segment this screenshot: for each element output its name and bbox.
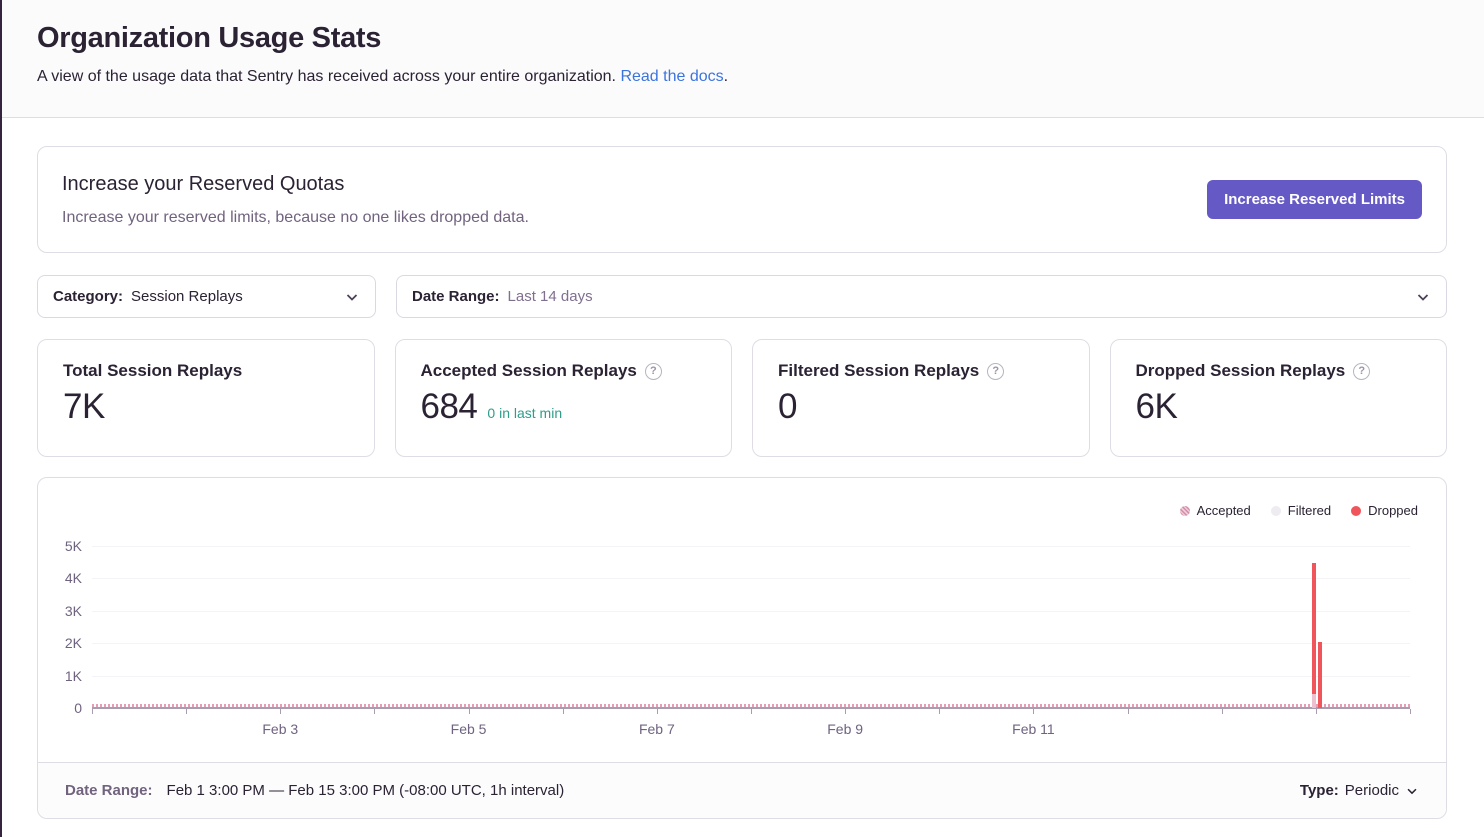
y-axis-label: 3K (64, 602, 82, 619)
x-axis-label: Feb 5 (450, 721, 487, 737)
stat-card-value: 684 (420, 387, 478, 426)
x-axis-line (92, 707, 1410, 709)
x-axis-tick (1410, 709, 1411, 714)
gridline (92, 546, 1410, 547)
date-range-select-value: Last 14 days (507, 288, 593, 305)
quota-banner-title: Increase your Reserved Quotas (62, 172, 345, 195)
subtitle-period: . (723, 68, 729, 85)
gridline (92, 675, 1410, 677)
legend-dot (1179, 505, 1190, 516)
category-select-value: Session Replays (131, 288, 243, 305)
chevron-down-icon (1407, 788, 1417, 794)
y-axis-label: 4K (64, 570, 82, 587)
main-content: Increase your Reserved Quotas Increase y… (0, 146, 1484, 819)
legend-label: Filtered (1287, 503, 1332, 518)
gridline (92, 578, 1410, 580)
page-subtitle-text: A view of the usage data that Sentry has… (37, 68, 616, 85)
quota-banner-description: Increase your reserved limits, because n… (62, 208, 529, 226)
x-axis-label: Feb 3 (262, 721, 299, 737)
quota-banner-text: Increase your Reserved Quotas Increase y… (62, 173, 529, 227)
chart-type-value: Periodic (1344, 782, 1399, 799)
chevron-down-icon (346, 293, 358, 301)
gridline (92, 610, 1410, 612)
help-icon[interactable]: ? (987, 362, 1005, 380)
quota-banner: Increase your Reserved Quotas Increase y… (37, 146, 1447, 253)
help-icon[interactable]: ? (1353, 362, 1371, 380)
x-axis-tick (751, 709, 752, 714)
stat-card-value: 0 (778, 387, 797, 426)
accepted-baseline-series (92, 704, 1410, 707)
chart-legend: Accepted Filtered Dropped (1179, 503, 1418, 518)
legend-label: Accepted (1196, 503, 1251, 518)
chart-footer-daterange-label: Date Range: (65, 782, 153, 799)
help-icon[interactable]: ? (644, 362, 662, 380)
chevron-down-icon (1417, 293, 1429, 301)
legend-item-dropped[interactable]: Dropped (1351, 503, 1418, 518)
chart-bar-dropped (1312, 563, 1317, 695)
filters-row: Category: Session Replays Date Range: La… (37, 275, 1447, 318)
x-axis-tick (468, 709, 470, 714)
x-axis-label: Feb 7 (638, 721, 675, 737)
x-axis-tick (92, 709, 93, 714)
date-range-select-label: Date Range: (412, 288, 500, 305)
x-axis-tick (656, 709, 658, 714)
y-axis-label: 1K (64, 667, 82, 684)
chart-footer-daterange: Date Range: Feb 1 3:00 PM — Feb 15 3:00 … (65, 782, 564, 799)
chart-plot: 5K 4K 3K 2K 1K 0 Feb 3 Feb 5 Feb 7 Feb 9 Feb 11 (65, 538, 1411, 737)
legend-dot (1351, 505, 1362, 516)
legend-label: Dropped (1368, 503, 1418, 518)
page-subtitle: A view of the usage data that Sentry has… (37, 68, 1444, 86)
x-axis-label: Feb 11 (1012, 721, 1055, 737)
x-axis-tick (1033, 709, 1035, 714)
y-axis-label: 0 (74, 700, 82, 716)
y-axis-label: 2K (64, 635, 82, 652)
stat-card-title: Dropped Session Replays (1135, 361, 1346, 380)
chart-bar-accepted (1312, 694, 1317, 708)
chart-footer-daterange-value: Feb 1 3:00 PM — Feb 15 3:00 PM (-08:00 U… (166, 782, 565, 799)
sidebar-edge (0, 0, 2, 837)
usage-chart-card: Accepted Filtered Dropped 5K 4K 3K 2K 1K 0 Feb… (37, 477, 1447, 819)
stat-card-title: Total Session Replays (63, 361, 243, 380)
date-range-select[interactable]: Date Range: Last 14 days (396, 275, 1447, 318)
stat-card-value: 6K (1135, 387, 1178, 426)
legend-item-filtered[interactable]: Filtered (1270, 503, 1332, 518)
legend-dot (1270, 505, 1281, 516)
x-axis-tick (939, 709, 941, 714)
x-axis-tick (1127, 709, 1129, 714)
chart-type-select[interactable]: Type: Periodic (1300, 782, 1419, 799)
chart-type-label: Type: (1299, 782, 1339, 799)
stat-cards-row: Total Session Replays 7K Accepted Sessio… (37, 339, 1447, 457)
category-select-label: Category: (53, 288, 124, 305)
stat-card-dropped: Dropped Session Replays ? 6K (1109, 339, 1447, 457)
gridline (92, 643, 1410, 645)
stat-card-value: 7K (63, 387, 105, 426)
page-title: Organization Usage Stats (37, 22, 382, 54)
x-axis-tick (186, 709, 188, 714)
x-axis-tick (280, 709, 282, 714)
x-axis-tick (1221, 709, 1223, 714)
increase-reserved-limits-button[interactable]: Increase Reserved Limits (1207, 180, 1422, 219)
x-axis-tick (562, 709, 564, 714)
x-axis-tick (845, 709, 847, 714)
x-axis-label: Feb 9 (827, 721, 864, 737)
x-axis-tick (1315, 709, 1317, 714)
stat-card-filtered: Filtered Session Replays ? 0 (752, 339, 1090, 457)
page-header: Organization Usage Stats A view of the u… (0, 0, 1484, 118)
x-axis-tick (374, 709, 376, 714)
stat-card-title: Accepted Session Replays (420, 361, 637, 380)
stat-card-total: Total Session Replays 7K (37, 339, 375, 457)
stat-card-accepted: Accepted Session Replays ? 684 0 in last… (394, 339, 732, 457)
legend-item-accepted[interactable]: Accepted (1179, 503, 1251, 518)
y-axis-label: 5K (64, 538, 82, 554)
category-select[interactable]: Category: Session Replays (37, 275, 376, 318)
chart-bar-dropped (1317, 641, 1322, 708)
stat-card-subvalue: 0 in last min (487, 405, 563, 421)
stat-card-title: Filtered Session Replays (778, 361, 980, 380)
read-the-docs-link[interactable]: Read the docs (620, 68, 724, 85)
chart-footer: Date Range: Feb 1 3:00 PM — Feb 15 3:00 … (38, 762, 1446, 818)
